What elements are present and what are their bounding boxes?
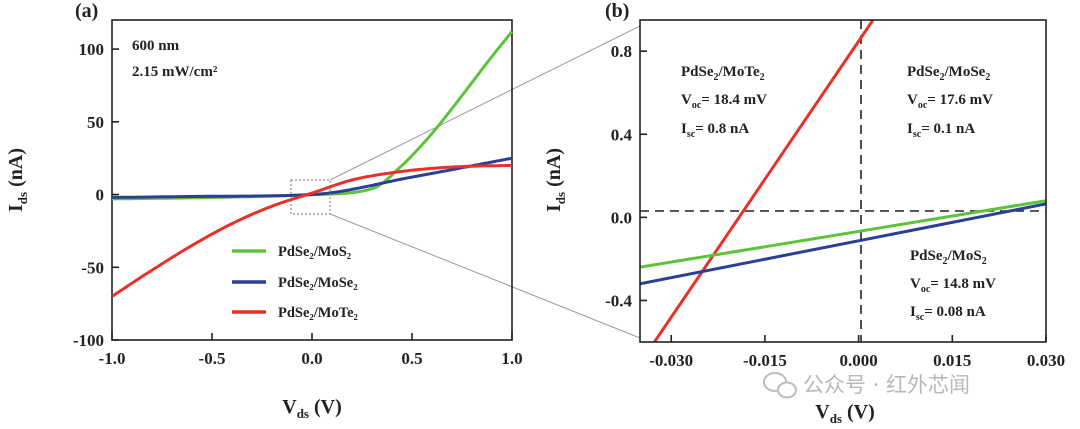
panel-b-ticks: -0.030 -0.015 0.000 0.015 0.030 -0.4 0.0 0.4 0.8 xyxy=(605,42,1065,370)
annotation-mose2-isc: Isc= 0.1 nA xyxy=(907,121,975,140)
panel-a-series xyxy=(111,30,514,298)
annotation-power: 2.15 mW/cm² xyxy=(132,64,218,80)
panel-a-xtick-label: -1.0 xyxy=(99,349,126,368)
legend-label-mose2: PdSe₂/MoSe₂ xyxy=(278,275,358,291)
panel-b-series-pdse2-mos2 xyxy=(640,199,1046,269)
annotation-mote2: PdSe2/MoTe2 Voc= 18.4 mV Isc= 0.8 nA xyxy=(681,64,767,140)
panel-b-xtick-label: 0.030 xyxy=(1027,351,1065,370)
annotation-mote2-voc: Voc= 18.4 mV xyxy=(681,92,767,111)
panel-b-series-pdse2-mote2 xyxy=(653,20,875,342)
zoom-box xyxy=(290,179,331,215)
panel-a-xtick-label: -0.5 xyxy=(199,349,226,368)
panel-a-ytick-label: 0 xyxy=(96,186,105,205)
panel-b-label: (b) xyxy=(605,0,629,22)
panel-b-xtick-label: 0.000 xyxy=(839,351,877,370)
panel-a-xtick-label: 0.5 xyxy=(401,349,422,368)
panel-b-ytick-label: 0.4 xyxy=(611,125,633,144)
panel-b-series-pdse2-mose2 xyxy=(640,202,1046,286)
panel-a-ticks: -1.0 -0.5 0.0 0.5 1.0 -100 -50 0 50 100 xyxy=(73,40,523,368)
annotation-mote2-isc: Isc= 0.8 nA xyxy=(681,121,749,140)
annotation-mose2: PdSe2/MoSe2 Voc= 17.6 mV Isc= 0.1 nA xyxy=(907,64,993,140)
panel-b-xlabel: Vds (V) xyxy=(815,401,875,426)
panel-a-series-pdse2-mote2 xyxy=(111,164,512,298)
panel-b-ytick-label: -0.4 xyxy=(605,291,632,310)
annotation-mose2-voc: Voc= 17.6 mV xyxy=(907,92,993,111)
panel-a-xlabel: Vds (V) xyxy=(282,396,342,421)
annotation-mos2-title: PdSe2/MoS2 xyxy=(910,248,987,267)
annotation-mos2-voc: Voc= 14.8 mV xyxy=(910,276,996,295)
panel-b: -0.030 -0.015 0.000 0.015 0.030 -0.4 0.0 0.4 0.8… xyxy=(543,0,1065,426)
legend: PdSe₂/MoS₂ PdSe₂/MoSe₂ PdSe₂/MoTe₂ xyxy=(232,244,358,321)
legend-label-mos2: PdSe₂/MoS₂ xyxy=(278,244,351,260)
watermark: 公众号 · 红外芯闻 xyxy=(763,372,970,399)
panel-b-xtick-label: -0.030 xyxy=(649,351,693,370)
panel-b-xtick-label: 0.015 xyxy=(933,351,971,370)
zoom-connector-bottom xyxy=(329,213,641,339)
panel-a-series-pdse2-mos2 xyxy=(112,30,514,201)
panel-b-ylabel: Ids (nA) xyxy=(543,148,568,212)
annotation-mote2-title: PdSe2/MoTe2 xyxy=(681,64,765,83)
panel-a-xtick-label: 1.0 xyxy=(501,349,522,368)
annotation-mose2-title: PdSe2/MoSe2 xyxy=(907,64,990,83)
zoom-connector-top xyxy=(329,25,641,181)
panel-b-ytick-label: 0.0 xyxy=(611,208,632,227)
panel-a-ylabel: Ids (nA) xyxy=(5,148,30,212)
panel-b-frame xyxy=(639,19,1047,343)
annotation-wavelength: 600 nm xyxy=(132,38,180,54)
panel-a-ytick-label: -50 xyxy=(81,258,104,277)
annotation-mos2: PdSe2/MoS2 Voc= 14.8 mV Isc= 0.08 nA xyxy=(910,248,996,323)
panel-b-xtick-label: -0.015 xyxy=(743,351,787,370)
legend-label-mote2: PdSe₂/MoTe₂ xyxy=(278,305,358,321)
panel-a-xtick-label: 0.0 xyxy=(301,349,322,368)
panel-b-series xyxy=(640,20,1046,342)
annotation-mos2-isc: Isc= 0.08 nA xyxy=(910,304,986,323)
panel-a-label: (a) xyxy=(75,0,98,22)
panel-a-ytick-label: -100 xyxy=(73,331,104,350)
panel-a: -1.0 -0.5 0.0 0.5 1.0 -100 -50 0 50 100 (a) 600 n… xyxy=(5,0,523,421)
panel-a-ytick-label: 100 xyxy=(79,40,105,59)
panel-a-ytick-label: 50 xyxy=(87,113,104,132)
panel-b-ytick-label: 0.8 xyxy=(611,42,632,61)
watermark-text: 公众号 · 红外芯闻 xyxy=(803,373,970,397)
wechat-icon xyxy=(763,372,797,399)
